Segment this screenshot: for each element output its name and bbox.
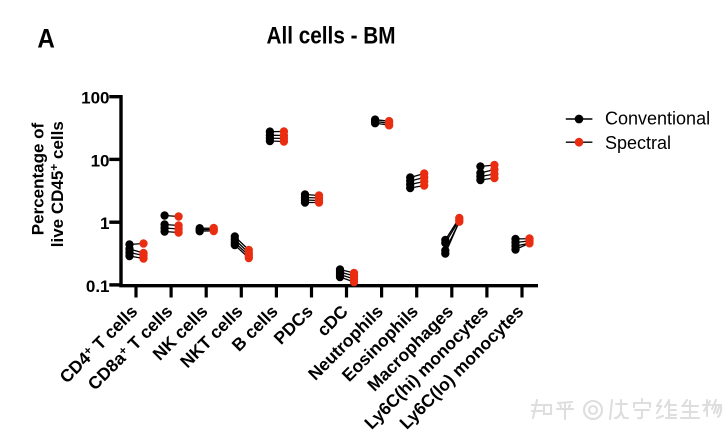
svg-text:All cells - BM: All cells - BM <box>267 23 396 50</box>
svg-text:Spectral: Spectral <box>605 133 671 153</box>
svg-text:100: 100 <box>81 89 109 108</box>
svg-text:A: A <box>37 24 55 54</box>
svg-text:Conventional: Conventional <box>605 108 710 128</box>
svg-text:live CD45+ cells: live CD45+ cells <box>47 121 67 247</box>
svg-text:0.1: 0.1 <box>86 277 110 296</box>
svg-text:1: 1 <box>100 214 109 233</box>
svg-text:10: 10 <box>91 151 110 170</box>
svg-text:Percentage of: Percentage of <box>29 122 48 235</box>
